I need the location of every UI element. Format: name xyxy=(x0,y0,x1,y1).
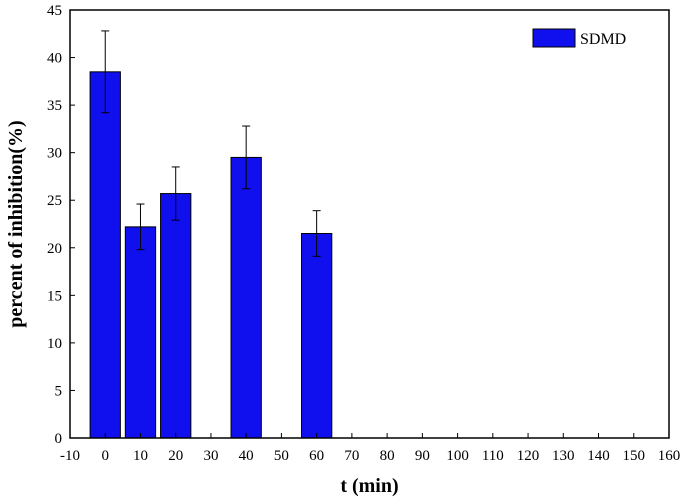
y-tick-label: 20 xyxy=(47,241,62,257)
x-tick-label: 120 xyxy=(517,448,540,464)
y-axis-label: percent of inhibition(%) xyxy=(5,120,27,327)
bar-sdmd-20 xyxy=(160,193,192,439)
plot-frame xyxy=(69,9,670,439)
x-tick-label: 160 xyxy=(658,448,681,464)
x-tick-label: 90 xyxy=(415,448,430,464)
x-tick-label: 100 xyxy=(446,448,469,464)
bars xyxy=(89,71,333,439)
x-tick-label: 50 xyxy=(274,448,289,464)
x-tick-label: 0 xyxy=(101,448,109,464)
y-tick-label: 45 xyxy=(47,3,62,19)
bar-sdmd-40 xyxy=(230,156,262,439)
x-tick-label: 30 xyxy=(203,448,218,464)
bar-sdmd-10 xyxy=(124,226,157,439)
y-tick-label: 35 xyxy=(47,98,62,114)
bar-sdmd-0 xyxy=(89,71,121,439)
x-tick-label: 40 xyxy=(239,448,254,464)
legend-label-sdmd: SDMD xyxy=(580,31,626,48)
x-tick-label: 80 xyxy=(380,448,395,464)
x-tick-label: -10 xyxy=(60,448,80,464)
y-tick-label: 5 xyxy=(55,383,63,399)
x-tick-label: 110 xyxy=(482,448,504,464)
x-tick-label: 130 xyxy=(552,448,575,464)
x-tick-label: 10 xyxy=(133,448,148,464)
x-tick-label: 150 xyxy=(623,448,646,464)
y-tick-label: 40 xyxy=(47,51,62,67)
legend: SDMD xyxy=(532,28,626,48)
error-bars xyxy=(101,30,321,257)
y-tick-label: 15 xyxy=(47,288,62,304)
bar-sdmd-60 xyxy=(300,233,333,439)
y-tick-label: 30 xyxy=(47,146,62,162)
x-tick-label: 20 xyxy=(168,448,183,464)
x-tick-label: 70 xyxy=(344,448,359,464)
legend-swatch xyxy=(532,28,576,48)
ticks: -10 0 10 20 30 40 50 60 70 80 90 100 110 120 130 140 150… xyxy=(47,3,680,464)
x-tick-label: 60 xyxy=(309,448,324,464)
y-tick-label: 10 xyxy=(47,336,62,352)
x-tick-label: 140 xyxy=(587,448,610,464)
y-tick-label: 25 xyxy=(47,193,62,209)
x-axis-label: t (min) xyxy=(340,475,398,497)
y-tick-label: 0 xyxy=(55,431,63,447)
